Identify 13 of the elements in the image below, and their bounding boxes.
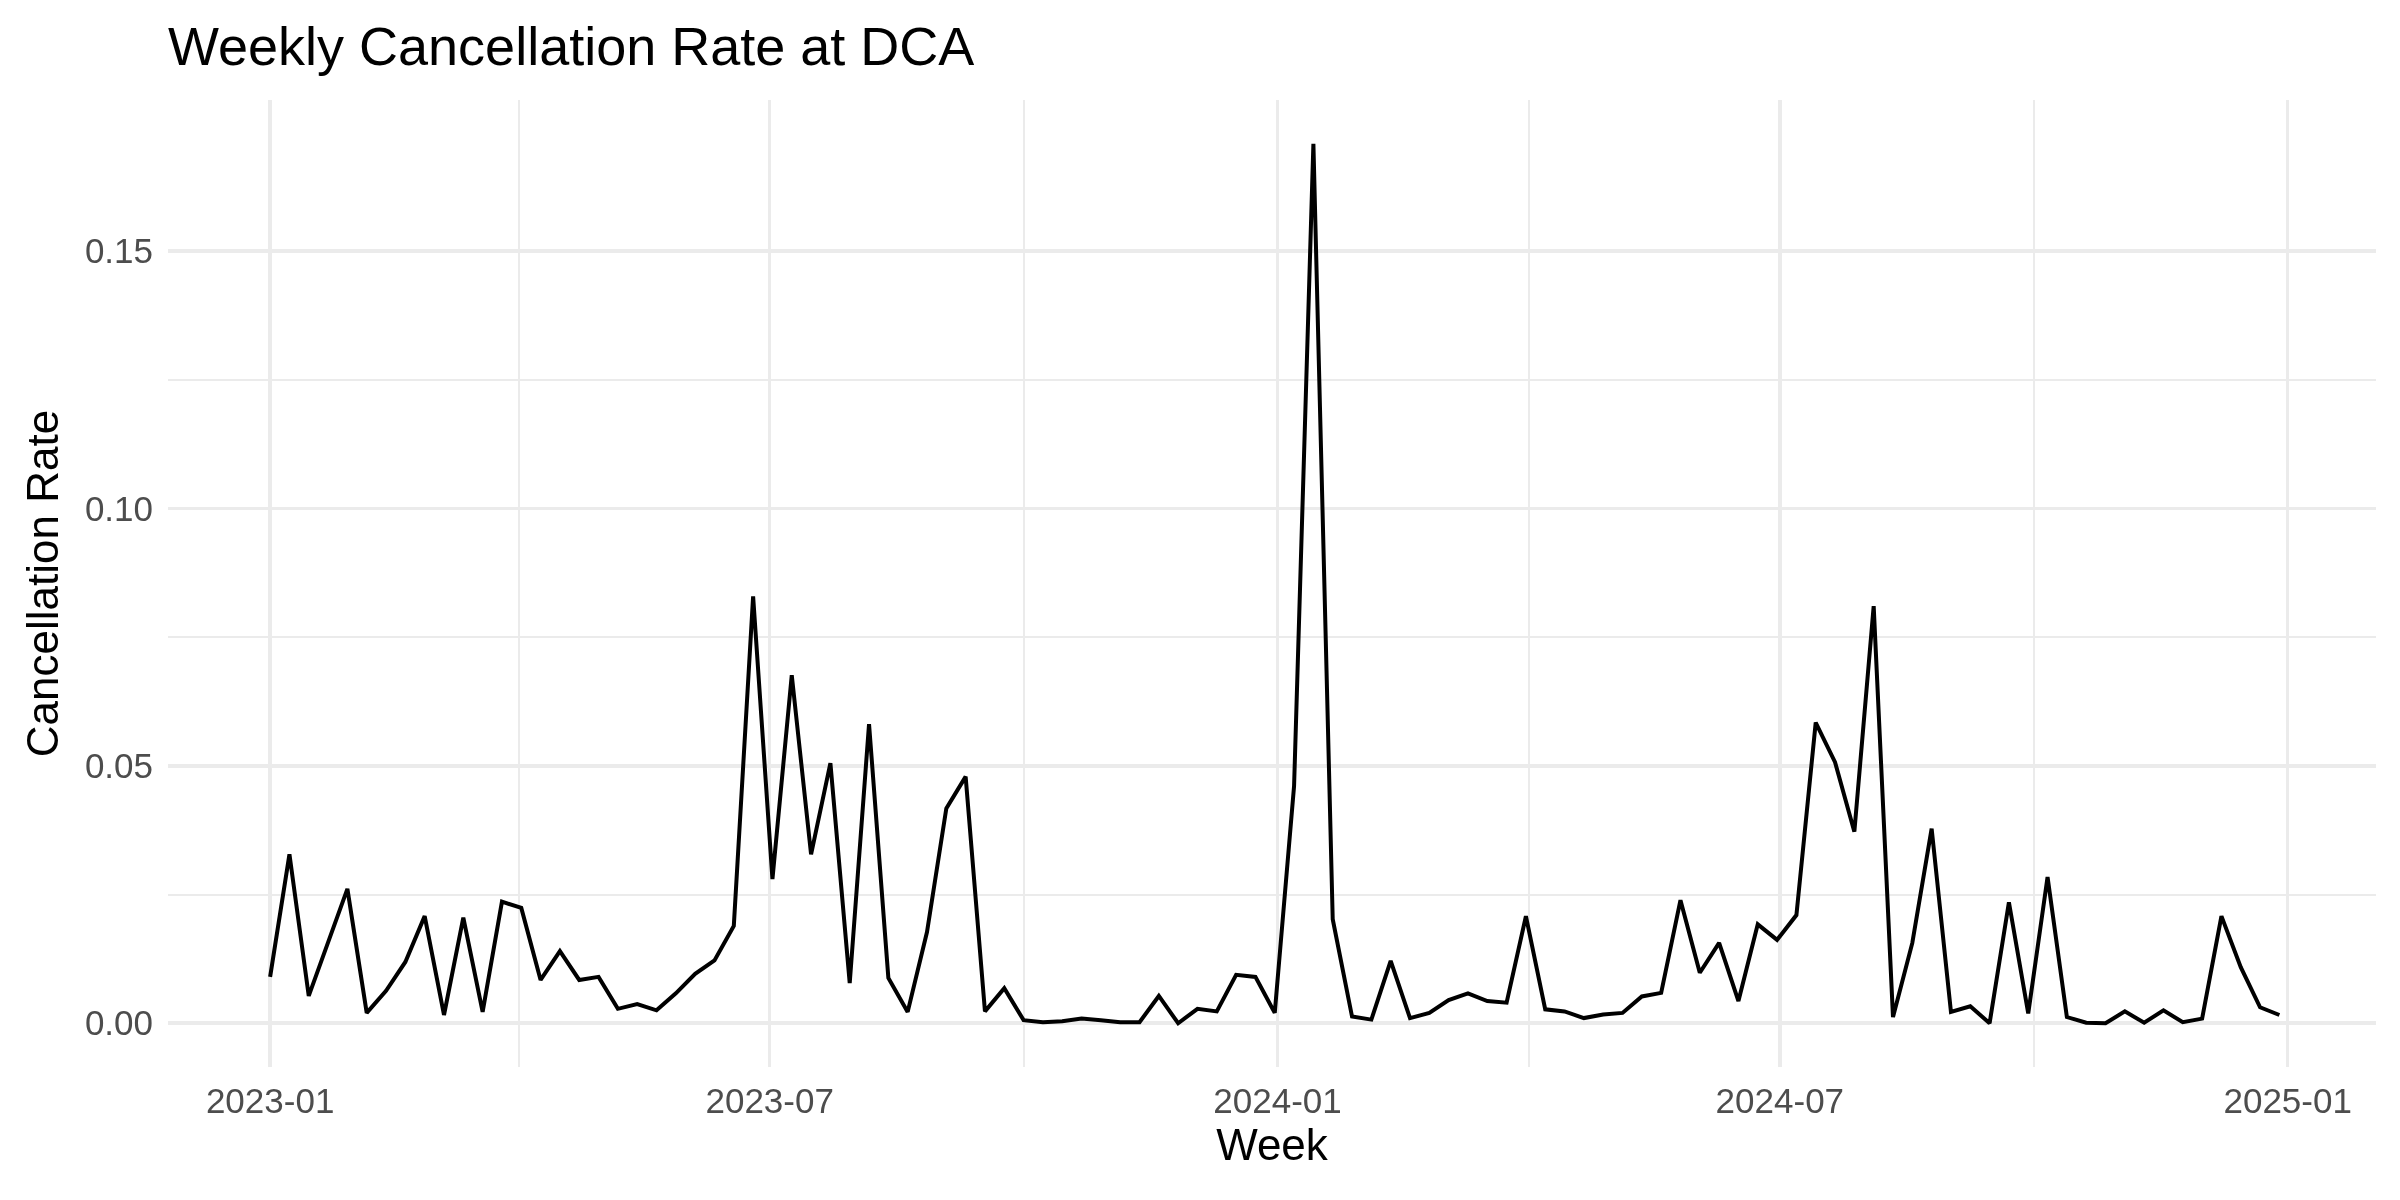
x-tick-label: 2023-07 [705, 1081, 834, 1120]
y-axis-title: Cancellation Rate [17, 409, 67, 758]
x-axis-title: Week [1216, 1120, 1329, 1169]
x-tick-label: 2023-01 [205, 1081, 335, 1120]
y-tick-label: 0.15 [84, 231, 153, 271]
line-series [268, 141, 2282, 1026]
x-tick-label: 2024-07 [1715, 1081, 1845, 1120]
y-tick-label: 0.00 [84, 1003, 153, 1043]
chart-title: Weekly Cancellation Rate at DCA [168, 15, 975, 76]
x-tick-label: 2024-01 [1213, 1081, 1342, 1120]
y-tick-label: 0.05 [84, 746, 153, 786]
y-tick-label: 0.10 [84, 488, 153, 528]
x-tick-label: 2025-01 [2223, 1081, 2352, 1120]
